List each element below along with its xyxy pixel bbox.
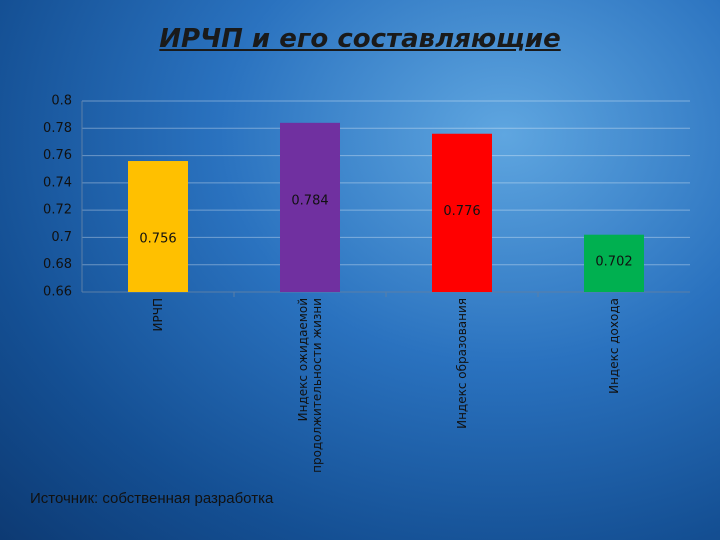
y-tick-label: 0.8: [51, 94, 72, 109]
x-tick-label: ИРЧП: [151, 298, 165, 332]
x-tick-label: Индекс ожидаемой продолжительности жизни: [296, 298, 324, 473]
data-label: 0.756: [139, 232, 176, 247]
y-tick-label: 0.68: [43, 257, 72, 272]
data-label: 0.702: [595, 255, 632, 270]
bar: [128, 161, 188, 292]
y-tick-label: 0.66: [43, 285, 72, 300]
y-tick-label: 0.74: [43, 175, 72, 190]
bar: [432, 133, 492, 292]
y-tick-label: 0.78: [43, 121, 72, 136]
source-note: Источник: собственная разработка: [30, 490, 274, 507]
data-label: 0.784: [291, 193, 328, 208]
bar: [280, 122, 340, 292]
data-label: 0.776: [443, 204, 480, 219]
chart-title: ИРЧП и его составляющие: [159, 24, 561, 54]
y-tick-label: 0.72: [43, 203, 72, 218]
x-tick-label: Индекс дохода: [607, 298, 621, 394]
x-tick-label: Индекс образования: [455, 298, 469, 429]
bar: [584, 234, 644, 292]
y-tick-label: 0.76: [43, 148, 72, 163]
y-tick-label: 0.7: [51, 230, 72, 245]
